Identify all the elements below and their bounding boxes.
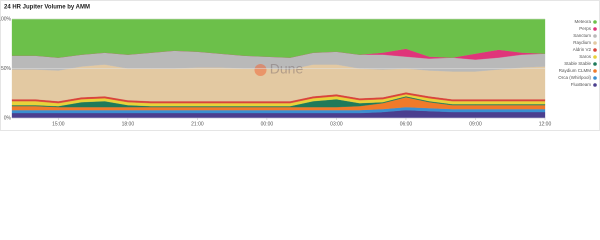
legend-swatch [593,34,597,38]
y-tick-label: 0% [4,115,12,121]
y-tick-label: 100% [0,16,12,22]
legend-swatch [593,41,597,45]
x-tick-label: 12:00 [539,121,552,127]
legend-swatch [593,27,597,31]
legend-label: Saros [579,54,592,59]
x-tick-label: 18:00 [122,121,135,127]
chart-title: 24 HR Jupiter Volume by AMM [4,5,90,11]
legend-label: Meteora [574,19,591,24]
legend-swatch [593,55,597,59]
legend-label: Aldrin V2 [573,47,592,52]
x-tick-label: 09:00 [469,121,482,127]
chart: 24 HR Jupiter Volume by AMM Dune0%50%100… [0,0,600,131]
x-tick-label: 00:00 [261,121,274,127]
legend-label: FluxBeam [571,82,592,87]
watermark-logo [254,64,267,76]
legend-label: Raydium CLMM [559,68,592,73]
legend-swatch [593,48,597,52]
x-tick-label: 15:00 [52,121,65,127]
legend-swatch [593,76,597,80]
legend-swatch [593,69,597,73]
legend-label: Sanctum [573,33,591,38]
legend-label: Orca (Whirlpool) [558,75,591,80]
x-tick-label: 21:00 [191,121,204,127]
legend-swatch [593,20,597,24]
legend-swatch [593,62,597,66]
legend-label: Raydium [573,40,591,45]
legend-swatch [593,83,597,87]
x-tick-label: 06:00 [400,121,413,127]
x-tick-label: 03:00 [330,121,343,127]
legend-label: Stable Stable [564,61,591,66]
area [11,18,546,58]
y-tick-label: 50% [1,66,12,72]
legend-label: Perps [579,26,592,31]
